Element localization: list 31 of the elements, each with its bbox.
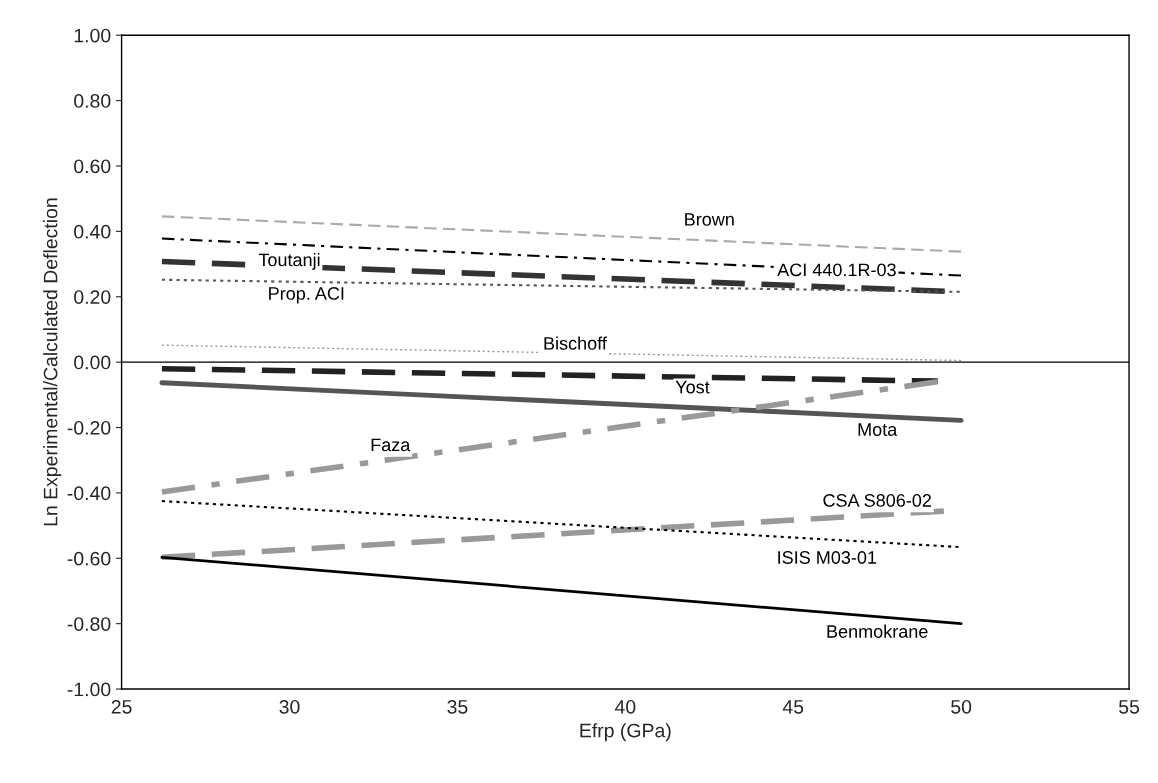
y-tick-label: -0.20 bbox=[67, 420, 111, 435]
series-label: Benmokrane bbox=[827, 624, 928, 638]
series-label: Prop. ACI bbox=[269, 287, 344, 304]
x-tick-label: 55 bbox=[1119, 700, 1140, 714]
y-tick-label: 0.80 bbox=[74, 94, 111, 108]
y-tick-label: 1.00 bbox=[74, 28, 111, 43]
x-tick-label: 45 bbox=[782, 700, 804, 714]
y-axis-title: Ln Experimental/Calculated Deflection bbox=[43, 198, 62, 526]
x-tick-label: 25 bbox=[111, 699, 132, 714]
series-label: Bischoff bbox=[544, 336, 607, 350]
series-label: Yost bbox=[675, 380, 710, 394]
x-tick-label: 30 bbox=[279, 699, 300, 714]
series-label: Faza bbox=[371, 438, 411, 452]
x-tick-label: 50 bbox=[951, 699, 972, 714]
x-tick-label: 35 bbox=[447, 699, 468, 714]
series-label: Mota bbox=[858, 423, 898, 436]
y-tick-label: -0.60 bbox=[67, 551, 111, 566]
series-label: ACI 440.1R-03 bbox=[777, 263, 896, 277]
y-tick-label: -0.40 bbox=[67, 486, 111, 501]
series-label: Toutanji bbox=[258, 252, 320, 270]
y-tick-label: -0.80 bbox=[67, 617, 111, 631]
series-label: CSA S806-02 bbox=[823, 494, 931, 507]
x-axis-title: Efrp (GPa) bbox=[580, 723, 671, 742]
y-tick-label: 0.40 bbox=[74, 224, 111, 239]
y-tick-label: 0.20 bbox=[74, 290, 111, 304]
y-tick-label: 0.00 bbox=[74, 355, 111, 370]
series-label: Brown bbox=[685, 213, 734, 226]
x-tick-label: 40 bbox=[614, 699, 636, 714]
y-tick-label: 0.60 bbox=[74, 159, 111, 174]
y-tick-label: -1.00 bbox=[67, 682, 111, 697]
series-label: ISIS M03-01 bbox=[778, 551, 877, 564]
